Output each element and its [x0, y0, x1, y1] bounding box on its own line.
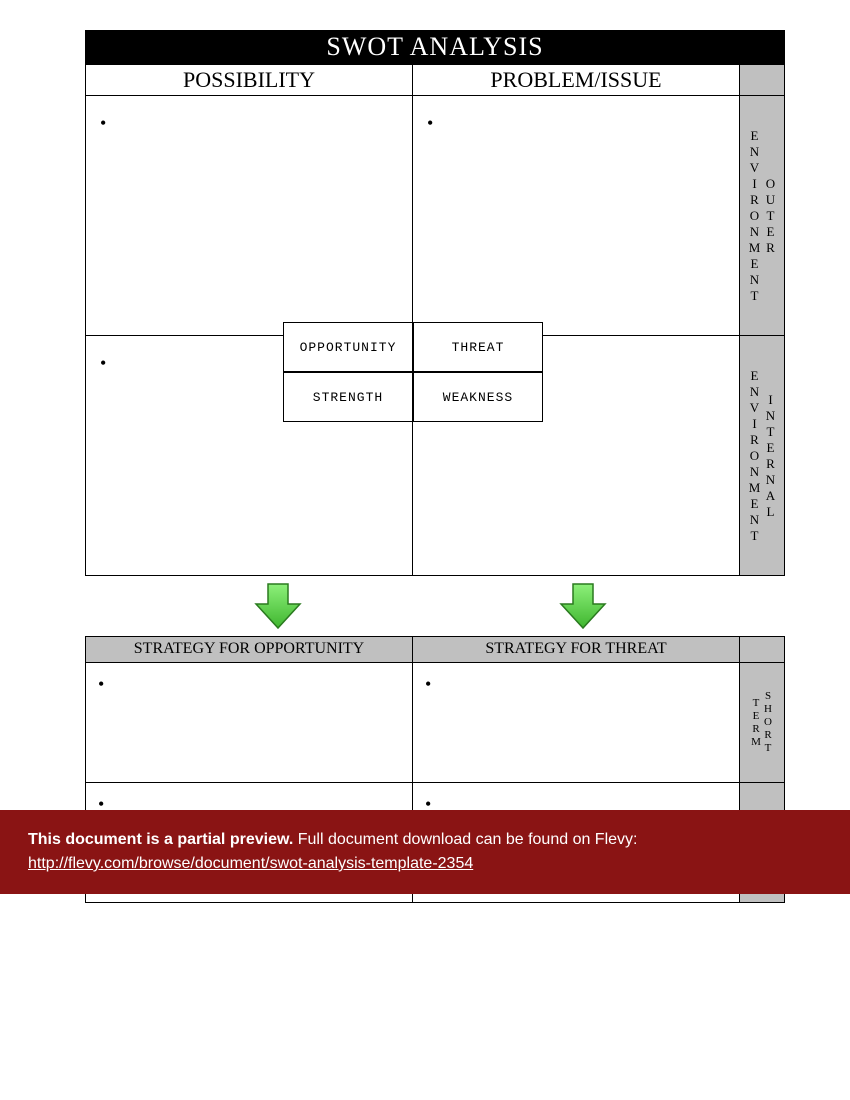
quad-weakness: • — [413, 336, 740, 576]
preview-link[interactable]: http://flevy.com/browse/document/swot-an… — [28, 855, 473, 872]
strat-cell-threat-short: • — [413, 663, 740, 783]
swot-matrix: SWOT ANALYSIS POSSIBILITY PROBLEM/ISSUE … — [85, 30, 785, 576]
strat-header-empty — [740, 637, 785, 663]
strat-side-short: SHORT TERM — [740, 663, 785, 783]
col-header-possibility: POSSIBILITY — [86, 64, 413, 96]
bullet-icon: • — [100, 353, 106, 373]
quad-strength: • — [86, 336, 413, 576]
swot-grid: POSSIBILITY PROBLEM/ISSUE • • OUTER ENVI… — [85, 64, 785, 576]
bullet-icon: • — [427, 113, 433, 133]
strat-header-opportunity: STRATEGY FOR OPPORTUNITY — [86, 637, 413, 663]
side-header-empty — [740, 64, 785, 96]
bullet-icon: • — [425, 674, 431, 694]
side-label-internal: INTERNAL ENVIRONMENT — [740, 336, 785, 576]
strat-header-threat: STRATEGY FOR THREAT — [413, 637, 740, 663]
quad-opportunity: • — [86, 96, 413, 336]
swot-title: SWOT ANALYSIS — [85, 30, 785, 64]
col-header-problem: PROBLEM/ISSUE — [413, 64, 740, 96]
bullet-icon: • — [427, 353, 433, 373]
strat-cell-opp-short: • — [86, 663, 413, 783]
bullet-icon: • — [100, 113, 106, 133]
preview-rest-text: Full document download can be found on F… — [293, 831, 637, 848]
preview-banner: This document is a partial preview. Full… — [0, 810, 850, 894]
side-label-outer: OUTER ENVIRONMENT — [740, 96, 785, 336]
quad-threat: • — [413, 96, 740, 336]
preview-bold-text: This document is a partial preview. — [28, 831, 293, 848]
bullet-icon: • — [98, 674, 104, 694]
arrows-row — [85, 576, 785, 636]
arrow-down-icon — [250, 580, 306, 632]
arrow-down-icon — [555, 580, 611, 632]
